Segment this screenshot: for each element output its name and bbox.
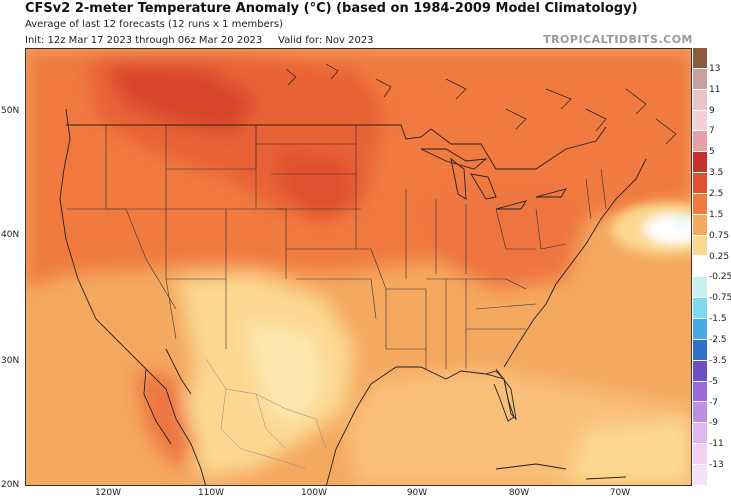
colorbar-swatch [693, 464, 707, 486]
colorbar-swatch [693, 152, 707, 174]
colorbar-label: -7 [709, 397, 718, 408]
colorbar-label: -5 [709, 376, 718, 387]
colorbar-label: -0.75 [709, 293, 731, 304]
colorbar-swatch [693, 68, 707, 90]
lat-label-50n: 50N [1, 106, 20, 116]
colorbar-swatch [693, 235, 707, 257]
valid-time: Valid for: Nov 2023 [278, 35, 374, 46]
colorbar-label: 1.5 [709, 209, 724, 220]
colorbar-label: 11 [709, 84, 721, 95]
map-canvas [26, 49, 691, 485]
colorbar-label: 9 [709, 105, 715, 116]
colorbar-swatch [693, 298, 707, 319]
colorbar-label: 0.75 [709, 230, 730, 241]
colorbar-swatch [693, 193, 707, 215]
lon-label-100w: 100W [300, 488, 328, 498]
colorbar-swatch [693, 89, 707, 111]
colorbar-swatch [693, 173, 707, 194]
colorbar-label: -3.5 [709, 355, 727, 366]
lat-label-30n: 30N [1, 356, 20, 366]
coastlines [59, 108, 647, 485]
cold-anomaly [611, 203, 691, 255]
colorbar-swatch [693, 48, 707, 69]
map-title: CFSv2 2-meter Temperature Anomaly (°C) (… [25, 1, 638, 16]
colorbar-label: 7 [709, 126, 715, 137]
anomaly-map [25, 48, 692, 486]
colorbar [693, 48, 707, 486]
lat-label-40n: 40N [1, 230, 20, 240]
lon-label-80w: 80W [508, 488, 530, 498]
brand-watermark: TROPICALTIDBITS.COM [543, 33, 693, 46]
colorbar-label: 0.25 [709, 251, 730, 262]
colorbar-label: -9 [709, 418, 718, 429]
colorbar-swatch [693, 423, 707, 445]
colorbar-label: 3.5 [709, 168, 724, 179]
colorbar-swatch [693, 402, 707, 424]
lon-label-120w: 120W [94, 488, 122, 498]
colorbar-label: -13 [709, 460, 724, 471]
colorbar-label: -2.5 [709, 335, 727, 345]
colorbar-swatch [693, 277, 707, 299]
colorbar-swatch [693, 360, 707, 382]
colorbar-swatch [693, 131, 707, 153]
colorbar-label: 2.5 [709, 189, 724, 199]
colorbar-swatch [693, 214, 707, 236]
colorbar-label: 13 [709, 63, 721, 74]
colorbar-swatch [693, 318, 707, 340]
colorbar-label: 5 [709, 147, 715, 158]
init-time: Init: 12z Mar 17 2023 through 06z Mar 20… [25, 35, 263, 46]
map-subtitle: Average of last 12 forecasts (12 runs x … [25, 19, 283, 30]
colorbar-label: -0.25 [709, 272, 731, 283]
colorbar-label: -1.5 [709, 314, 727, 325]
lon-label-90w: 90W [406, 488, 428, 498]
colorbar-swatch [693, 381, 707, 403]
colorbar-swatch [693, 339, 707, 361]
colorbar-swatch [693, 110, 707, 132]
lon-label-110w: 110W [197, 488, 225, 498]
canada-lakes [285, 63, 677, 145]
mexico-borders [205, 358, 327, 470]
colorbar-swatch [693, 444, 707, 465]
lat-label-20n: 20N [1, 480, 20, 490]
colorbar-swatch [693, 256, 707, 278]
state-borders [66, 125, 607, 369]
colorbar-label: -11 [709, 439, 724, 450]
lon-label-70w: 70W [609, 488, 631, 498]
